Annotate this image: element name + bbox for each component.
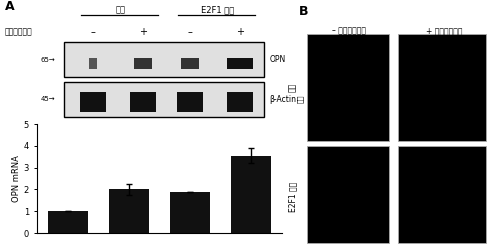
Text: +: + <box>139 27 147 37</box>
Bar <box>89 58 97 69</box>
Bar <box>48 211 88 233</box>
Bar <box>227 92 253 112</box>
Bar <box>170 192 210 233</box>
Text: A: A <box>5 0 15 13</box>
Bar <box>109 189 148 233</box>
Bar <box>80 92 106 112</box>
Bar <box>398 34 486 141</box>
Text: OPN: OPN <box>270 55 286 64</box>
Text: 全反式维甲酸: 全反式维甲酸 <box>5 28 33 37</box>
Bar <box>177 92 203 112</box>
Bar <box>64 82 264 117</box>
Text: 对照: 对照 <box>297 95 304 103</box>
Bar <box>227 58 253 69</box>
Bar <box>231 156 270 233</box>
Text: – 全反式维甲酸: – 全反式维甲酸 <box>332 27 366 36</box>
Bar <box>64 42 264 77</box>
Bar <box>130 92 156 112</box>
Text: 45→: 45→ <box>40 96 55 102</box>
Bar <box>398 146 486 243</box>
Text: + 全反式维甲酸: + 全反式维甲酸 <box>426 27 463 36</box>
Bar <box>307 34 389 141</box>
Text: β-Actin: β-Actin <box>270 95 296 104</box>
Text: 65→: 65→ <box>40 57 55 62</box>
Text: –: – <box>91 27 96 37</box>
Text: E2F1 抗体: E2F1 抗体 <box>201 5 235 14</box>
Text: –: – <box>188 27 193 37</box>
Bar <box>134 58 152 69</box>
Y-axis label: OPN mRNA: OPN mRNA <box>12 155 21 202</box>
Text: E2F1 抗体: E2F1 抗体 <box>288 182 297 212</box>
Text: B: B <box>299 5 308 18</box>
Text: 对照: 对照 <box>288 83 297 92</box>
Text: +: + <box>236 27 244 37</box>
Text: 对照: 对照 <box>116 5 126 14</box>
Bar <box>181 58 199 69</box>
Bar <box>307 146 389 243</box>
